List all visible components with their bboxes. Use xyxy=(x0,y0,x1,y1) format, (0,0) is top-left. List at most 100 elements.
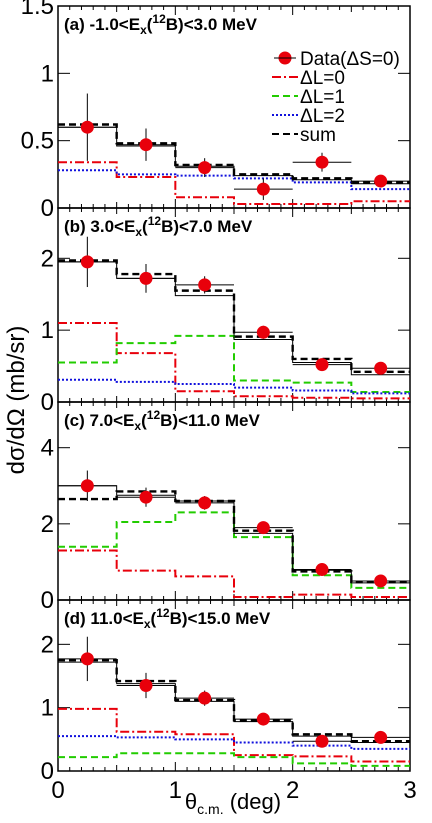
panel-label-text: (c) 7.0<E xyxy=(64,411,134,430)
data-point xyxy=(198,496,212,510)
series-L1 xyxy=(58,334,410,393)
data-point xyxy=(374,730,388,744)
y-tick-label: 1 xyxy=(41,60,54,87)
panel-label-sub: x xyxy=(140,23,147,37)
y-tick-label: 0 xyxy=(41,587,54,614)
data-point xyxy=(256,712,270,726)
data-point xyxy=(315,734,329,748)
series-L0 xyxy=(58,321,410,400)
legend-label: ΔL=2 xyxy=(300,106,345,127)
legend-label: sum xyxy=(300,125,336,146)
panel-label-text: ( xyxy=(151,609,157,628)
series-L0 xyxy=(58,707,410,763)
y-tick-label: 1 xyxy=(41,317,54,344)
series-L2 xyxy=(58,378,410,395)
data-point xyxy=(315,563,329,577)
data-point xyxy=(374,574,388,588)
panel-label-text: ( xyxy=(141,411,147,430)
y-tick-label: 0 xyxy=(41,758,54,785)
legend-label: ΔL=1 xyxy=(300,87,345,108)
panel-b: 012(b) 3.0<Ex(12B)<7.0 MeV xyxy=(41,207,411,416)
data-point xyxy=(198,691,212,705)
sum-solid-line xyxy=(58,661,410,743)
data-point xyxy=(256,521,270,535)
x-tick-label: 3 xyxy=(403,777,416,804)
data-point xyxy=(80,120,94,134)
panel-label: (c) 7.0<Ex(12B)<11.0 MeV xyxy=(64,408,260,433)
panel-label-text: (b) 3.0<E xyxy=(64,217,135,236)
panel-label-text: ( xyxy=(142,217,148,236)
panel-c: 0 2 4 (c) 7.0<Ex(12B)<11.0 MeV xyxy=(41,401,411,614)
y-tick-label: 0 xyxy=(41,389,54,416)
series-sum xyxy=(58,658,410,743)
x-tick-label: 2 xyxy=(286,777,299,804)
data-point xyxy=(374,361,388,375)
y-tick-label: 4 xyxy=(41,435,54,462)
y-tick-label: 0.5 xyxy=(21,128,54,155)
y-tick-label: 2 xyxy=(41,631,54,658)
axis-labels: dσ/dΩ (mb/sr) θc.m. (deg) xyxy=(3,326,281,817)
y-tick-label: 2 xyxy=(41,511,54,538)
data-point xyxy=(80,652,94,666)
data-point xyxy=(139,679,153,692)
x-axis-label-sub: c.m. xyxy=(197,801,223,817)
panel-label-sup: 12 xyxy=(156,606,170,620)
x-axis-label: θc.m. (deg) xyxy=(185,789,281,817)
legend-label: Data(ΔS=0) xyxy=(300,49,400,70)
panel-label-text: B)<15.0 MeV xyxy=(170,609,271,628)
panel-label: (a) -1.0<Ex(12B)<3.0 MeV xyxy=(64,12,258,37)
x-tick-label: 0 xyxy=(51,777,64,804)
data-point xyxy=(198,161,212,175)
panel-a: 0 0.5 1 1.5 (a) -1.0<Ex(12B)<3.0 MeV xyxy=(21,0,411,222)
panel-label-sub: x xyxy=(134,419,141,433)
data-point xyxy=(80,255,94,269)
panel-label: (d) 11.0<Ex(12B)<15.0 MeV xyxy=(64,606,271,631)
legend-entry-L1: ΔL=1 xyxy=(272,87,345,108)
series-L1 xyxy=(58,752,410,767)
panel-label-sup: 12 xyxy=(148,214,162,228)
legend-entry-L2: ΔL=2 xyxy=(272,106,345,127)
y-tick-label: 2 xyxy=(41,245,54,272)
panel-label-text: B)<7.0 MeV xyxy=(161,217,253,236)
panel-label-sup: 12 xyxy=(152,12,166,26)
panel-label-text: ( xyxy=(147,15,153,34)
legend-entry-sum: sum xyxy=(272,125,336,146)
data-point xyxy=(80,479,94,493)
y-tick-label: 1 xyxy=(41,695,54,722)
data-point xyxy=(139,138,153,152)
x-axis-label-main: θ xyxy=(185,789,197,814)
panel-label-text: B)<3.0 MeV xyxy=(166,15,258,34)
panel-label-sup: 12 xyxy=(147,408,161,422)
data-point xyxy=(374,174,388,188)
sum-solid-line xyxy=(58,485,410,584)
data-point xyxy=(198,278,212,292)
panel-label: (b) 3.0<Ex(12B)<7.0 MeV xyxy=(64,214,253,239)
panel-label-text: B)<11.0 MeV xyxy=(160,411,260,430)
panel-label-text: (d) 11.0<E xyxy=(64,609,144,628)
x-axis-label-unit: (deg) xyxy=(224,789,281,814)
data-point xyxy=(139,490,153,504)
data-point xyxy=(139,271,153,285)
panel-label-text: (a) -1.0<E xyxy=(64,15,140,34)
legend-entry-data: Data(ΔS=0) xyxy=(274,49,400,70)
y-tick-label: 1.5 xyxy=(21,0,54,20)
sum-solid-line xyxy=(58,126,410,185)
data-point xyxy=(315,155,329,169)
data-point xyxy=(256,182,270,196)
series-L0 xyxy=(58,549,410,598)
series-L2 xyxy=(58,735,410,750)
panel-label-sub: x xyxy=(135,225,142,239)
y-tick-label: 0 xyxy=(41,195,54,222)
data-point xyxy=(315,358,329,372)
legend-entry-L0: ΔL=0 xyxy=(272,68,345,89)
legend-label: ΔL=0 xyxy=(300,68,345,89)
x-tick-label: 1 xyxy=(169,777,182,804)
data-point xyxy=(256,325,270,339)
y-axis-label: dσ/dΩ (mb/sr) xyxy=(3,326,30,475)
panel-label-sub: x xyxy=(144,617,151,631)
